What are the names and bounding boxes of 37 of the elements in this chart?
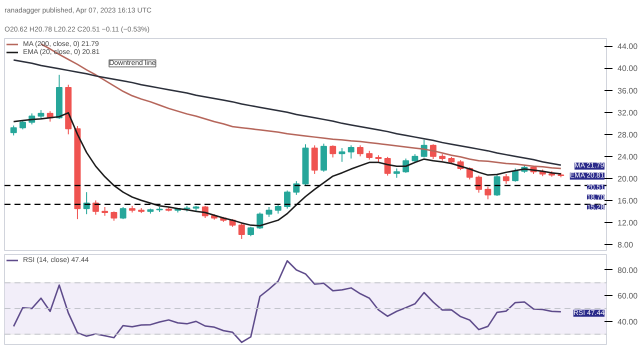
y-tick-label: 16.00: [618, 196, 638, 206]
y-tick-label: 40.00: [618, 317, 638, 326]
candlestick: [311, 144, 318, 174]
candlestick: [476, 175, 482, 194]
y-tick-label: 40.00: [618, 64, 638, 74]
candlestick: [266, 206, 272, 218]
y-tick-label: 60.00: [618, 292, 638, 301]
y-tick-label: 28.00: [618, 130, 638, 140]
candlestick: [348, 144, 354, 160]
y-tick-label: 32.00: [618, 108, 638, 118]
candlestick: [384, 156, 391, 176]
y-tick-label: 8.00: [618, 240, 634, 250]
candlestick: [484, 186, 492, 200]
y-tick-label: 12.00: [618, 218, 638, 228]
candlestick: [393, 168, 400, 178]
candlestick: [338, 148, 346, 162]
candlestick: [293, 180, 300, 196]
y-tick-label: 36.00: [618, 86, 638, 96]
y-tick-label: 24.00: [618, 152, 638, 162]
candlestick: [330, 144, 336, 158]
y-tick-label: 80.00: [618, 266, 638, 275]
candlestick: [92, 200, 99, 216]
candlestick: [256, 212, 264, 230]
candlestick: [284, 190, 290, 210]
candlestick: [10, 125, 17, 136]
y-tick-label: 20.00: [618, 174, 638, 184]
candlestick: [502, 173, 510, 184]
candlestick: [320, 143, 327, 172]
candlestick: [494, 173, 500, 196]
candlestick: [110, 210, 118, 222]
line-series: [12, 59, 562, 166]
candlestick: [512, 168, 519, 182]
y-tick-label: 44.00: [618, 42, 638, 52]
candlestick: [356, 144, 364, 157]
candlestick: [238, 223, 245, 240]
candlestick: [248, 226, 254, 237]
candlestick: [120, 206, 126, 220]
